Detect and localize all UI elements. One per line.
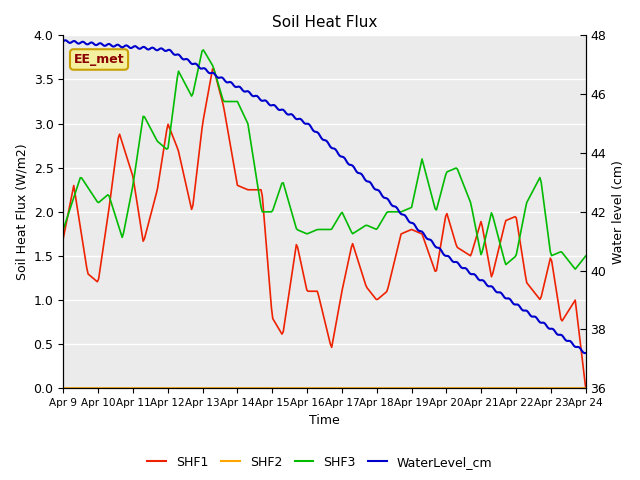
SHF1 bbox=[60, 235, 67, 241]
SHF2 bbox=[436, 385, 444, 391]
SHF3 bbox=[122, 217, 130, 223]
SHF1 bbox=[582, 385, 589, 391]
WaterLevel_cm bbox=[438, 248, 445, 254]
Text: EE_met: EE_met bbox=[74, 53, 124, 66]
Line: SHF1: SHF1 bbox=[63, 69, 586, 388]
Y-axis label: Soil Heat Flux (W/m2): Soil Heat Flux (W/m2) bbox=[15, 144, 28, 280]
Title: Soil Heat Flux: Soil Heat Flux bbox=[272, 15, 377, 30]
WaterLevel_cm bbox=[60, 38, 67, 44]
WaterLevel_cm bbox=[580, 350, 588, 356]
SHF1 bbox=[389, 264, 397, 269]
WaterLevel_cm bbox=[62, 37, 70, 43]
Line: WaterLevel_cm: WaterLevel_cm bbox=[63, 40, 586, 353]
SHF1 bbox=[440, 221, 448, 227]
SHF3 bbox=[438, 187, 445, 193]
SHF3 bbox=[440, 177, 448, 183]
SHF2 bbox=[230, 385, 237, 391]
SHF2 bbox=[582, 385, 589, 391]
SHF3 bbox=[389, 209, 397, 215]
WaterLevel_cm bbox=[582, 350, 589, 356]
SHF2 bbox=[266, 385, 274, 391]
Y-axis label: Water level (cm): Water level (cm) bbox=[612, 160, 625, 264]
SHF3 bbox=[231, 98, 239, 104]
SHF3 bbox=[582, 253, 589, 259]
SHF2 bbox=[60, 385, 67, 391]
Line: SHF3: SHF3 bbox=[63, 50, 586, 269]
WaterLevel_cm bbox=[124, 43, 131, 48]
SHF2 bbox=[388, 385, 396, 391]
SHF2 bbox=[122, 385, 130, 391]
Legend: SHF1, SHF2, SHF3, WaterLevel_cm: SHF1, SHF2, SHF3, WaterLevel_cm bbox=[142, 451, 498, 474]
SHF3 bbox=[60, 227, 67, 232]
SHF2 bbox=[439, 385, 447, 391]
WaterLevel_cm bbox=[440, 252, 448, 258]
SHF1 bbox=[122, 152, 130, 158]
SHF1 bbox=[231, 168, 239, 173]
WaterLevel_cm bbox=[389, 204, 397, 209]
WaterLevel_cm bbox=[231, 84, 239, 89]
X-axis label: Time: Time bbox=[309, 414, 340, 427]
SHF1 bbox=[438, 237, 445, 242]
SHF3 bbox=[200, 47, 207, 53]
SHF1 bbox=[268, 305, 275, 311]
SHF3 bbox=[268, 209, 275, 215]
SHF3 bbox=[572, 266, 579, 272]
WaterLevel_cm bbox=[268, 103, 275, 108]
SHF1 bbox=[209, 66, 216, 72]
